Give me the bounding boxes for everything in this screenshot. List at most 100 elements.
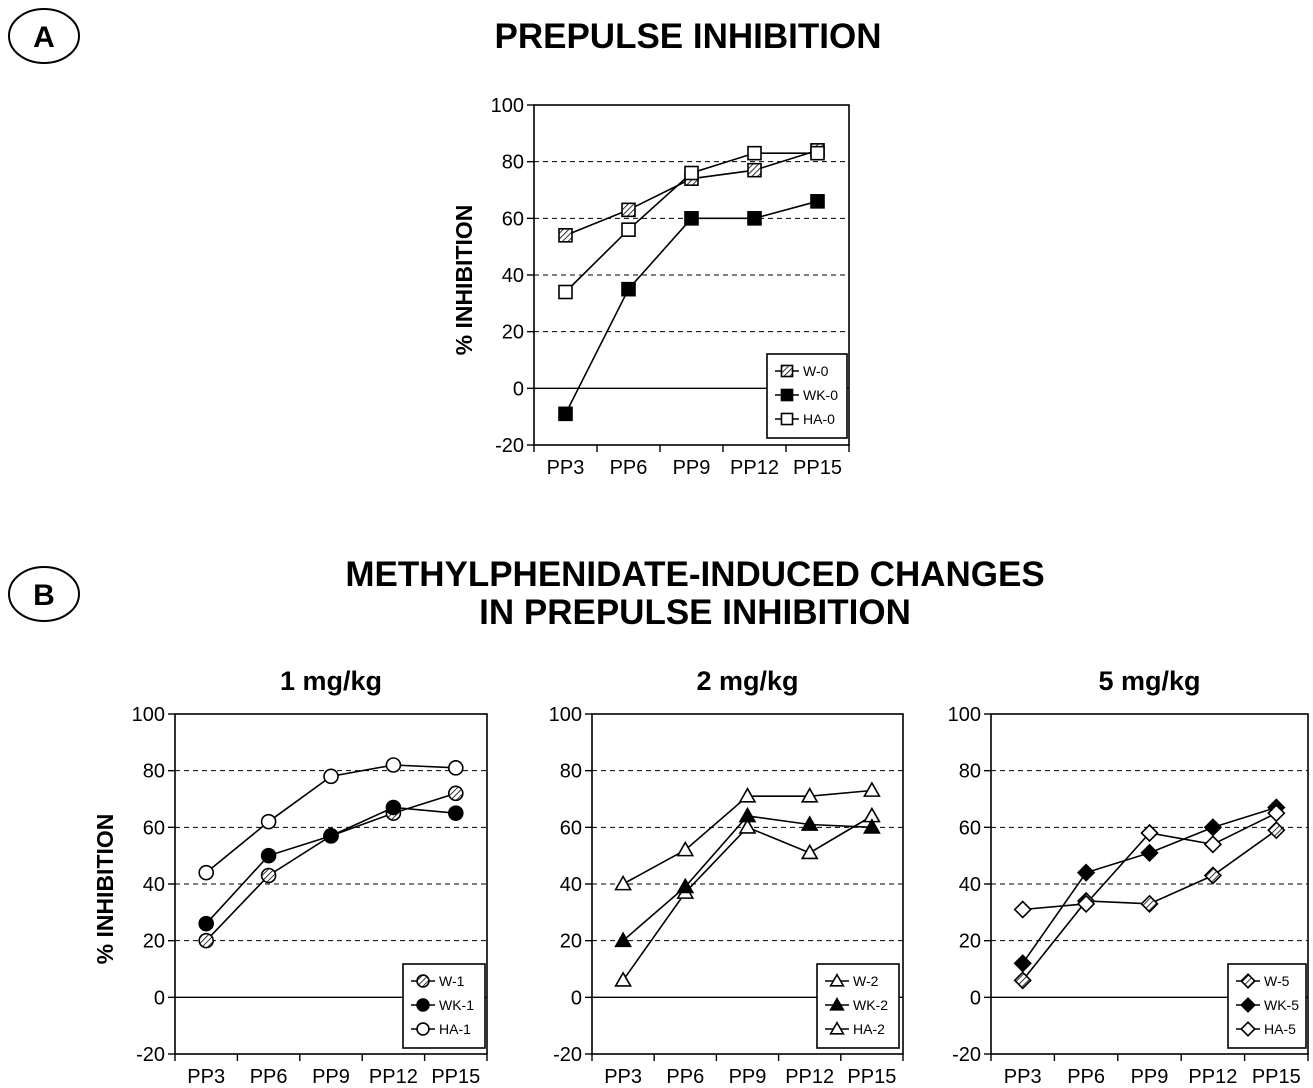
data-point-ha-2: [738, 787, 757, 803]
legend-label: W-1: [439, 973, 465, 989]
x-tick-label: PP3: [187, 1066, 225, 1088]
data-point-wk-5: [1076, 863, 1096, 882]
y-tick-label: 100: [491, 95, 524, 117]
data-point-ha-5: [1013, 900, 1032, 919]
data-point-w-1: [198, 932, 214, 949]
data-point-w-5: [1140, 894, 1159, 913]
y-tick-label: -20: [952, 1044, 981, 1066]
y-tick-label: 60: [560, 817, 582, 839]
data-point-wk-2: [614, 931, 632, 948]
data-point-wk-5: [1203, 818, 1223, 837]
chart-b3: 5 mg/kg -20 0 20 40 60 80 100 PP3 PP6 PP9 PP12 PP15 W…: [948, 666, 1309, 1088]
x-tick-label: PP9: [729, 1066, 767, 1088]
y-tick-label: -20: [553, 1044, 582, 1066]
legend-label: WK-5: [1264, 997, 1299, 1013]
y-tick-label: -20: [136, 1044, 165, 1066]
data-point-ha-2: [614, 874, 632, 891]
y-axis-label: % INHIBITION: [92, 814, 118, 965]
x-tick-label: PP12: [1188, 1066, 1237, 1088]
data-point-ha-1: [323, 768, 339, 785]
y-tick-label: 20: [959, 931, 981, 953]
y-tick-label: 0: [571, 987, 582, 1009]
x-tick-label: PP9: [1131, 1066, 1169, 1088]
x-tick-label: PP15: [431, 1066, 480, 1088]
data-point-wk-1: [260, 847, 277, 864]
panel-a-letter-frame: [8, 8, 80, 64]
legend-marker-wk-2: [829, 997, 845, 1011]
chart-title: 2 mg/kg: [696, 666, 798, 696]
data-point-ha-0: [621, 222, 636, 237]
y-tick-label: 40: [502, 265, 524, 287]
legend-marker-wk-1: [416, 998, 430, 1012]
legend-label: WK-0: [803, 387, 838, 403]
series-line-w-1: [205, 792, 457, 942]
data-point-w-2: [614, 971, 632, 987]
legend-marker-ha-0: [780, 412, 794, 426]
y-tick-label: 40: [959, 874, 981, 896]
legend: W-2 WK-2 HA-2: [816, 963, 900, 1049]
legend-label: W-5: [1264, 973, 1290, 989]
data-point-wk-2: [738, 806, 757, 823]
x-tick-label: PP12: [785, 1066, 834, 1088]
legend-marker-w-5: [1240, 973, 1256, 989]
data-point-ha-5: [1140, 823, 1159, 843]
y-tick-label: 60: [502, 208, 524, 230]
chart-title: 1 mg/kg: [280, 666, 382, 696]
y-axis-label: % INHIBITION: [451, 205, 477, 356]
legend-marker-w-1: [416, 974, 430, 988]
legend: W-1 WK-1 HA-1: [402, 963, 486, 1049]
legend-label: HA-0: [803, 411, 835, 427]
data-point-wk-1: [198, 915, 214, 932]
data-point-wk-0: [747, 211, 762, 226]
y-tick-label: 0: [513, 378, 524, 400]
data-point-wk-0: [558, 406, 573, 422]
chart-b1: 1 mg/kg -20 0 20 40 60 80 100 PP3 PP6 PP9 PP12 PP15%…: [92, 666, 488, 1088]
y-tick-label: -20: [495, 435, 524, 457]
y-tick-label: 100: [948, 704, 981, 726]
data-point-wk-2: [863, 818, 881, 834]
data-point-ha-1: [198, 864, 214, 881]
legend-marker-w-0: [780, 364, 794, 378]
y-tick-label: 80: [143, 761, 165, 783]
data-point-wk-2: [676, 877, 695, 894]
legend-marker-ha-1: [416, 1022, 430, 1036]
y-tick-label: 80: [959, 761, 981, 783]
x-tick-label: PP6: [1067, 1066, 1105, 1088]
legend-frame: [1227, 963, 1307, 1049]
x-tick-label: PP15: [847, 1066, 896, 1088]
x-tick-label: PP9: [312, 1066, 350, 1088]
data-point-ha-2: [800, 787, 819, 803]
chart-title: 5 mg/kg: [1098, 666, 1200, 696]
legend-marker-w-2: [829, 973, 845, 987]
x-tick-label: PP12: [730, 457, 779, 479]
data-point-w-0: [747, 162, 762, 178]
legend-marker-wk-5: [1240, 997, 1256, 1013]
data-point-wk-1: [385, 799, 402, 816]
y-tick-label: 100: [549, 704, 582, 726]
panel-b-title-line1: METHYLPHENIDATE-INDUCED CHANGES: [345, 555, 1044, 594]
y-tick-label: 80: [560, 761, 582, 783]
y-tick-label: 0: [970, 987, 981, 1009]
legend-label: HA-1: [439, 1021, 471, 1037]
data-point-ha-2: [676, 840, 695, 857]
data-point-wk-5: [1013, 954, 1032, 973]
chart-a: -20 0 20 40 60 80 100 PP3 PP6 PP9 PP12 PP15 % INHIBI…: [451, 95, 850, 479]
legend: W-5 WK-5 HA-5: [1227, 963, 1307, 1049]
series-line-wk-2: [622, 815, 872, 942]
panel-b-letter-frame: [8, 566, 80, 622]
data-point-wk-1: [447, 805, 464, 821]
data-point-ha-0: [558, 284, 573, 300]
data-point-ha-5: [1203, 835, 1223, 854]
panel-b-title-line2: IN PREPULSE INHIBITION: [479, 593, 911, 632]
data-point-ha-0: [810, 145, 825, 161]
data-point-w-0: [621, 202, 636, 218]
series-line-w-2: [622, 815, 873, 981]
data-point-w-1: [260, 867, 277, 884]
data-point-wk-0: [810, 194, 825, 209]
y-tick-label: 40: [560, 874, 582, 896]
legend-label: WK-1: [439, 997, 474, 1013]
data-point-ha-1: [260, 813, 277, 830]
data-point-ha-5: [1267, 804, 1286, 823]
data-point-ha-0: [684, 165, 699, 181]
